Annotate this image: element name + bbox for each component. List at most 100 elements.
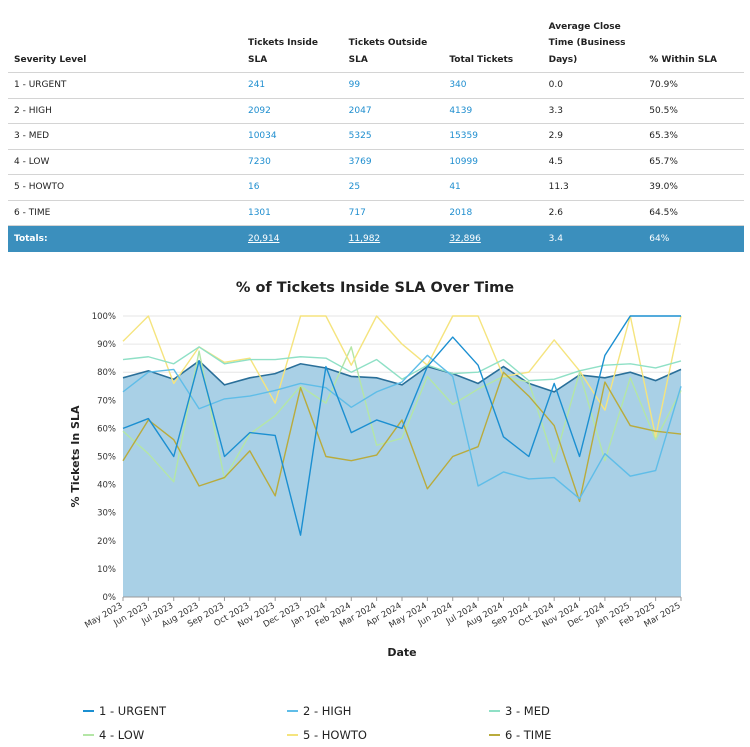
cell-total-link[interactable]: 10999 [443, 148, 543, 175]
cell-pct: 39.0% [643, 174, 744, 200]
y-tick-label: 0% [103, 593, 117, 603]
cell-outside-link[interactable]: 2047 [342, 97, 444, 124]
cell-severity: 1 - URGENT [8, 72, 242, 98]
cell-severity: 6 - TIME [8, 199, 242, 226]
legend-swatch [83, 710, 94, 712]
legend-item[interactable]: 1 - URGENT [83, 704, 166, 718]
cell-pct: 65.7% [643, 148, 744, 175]
chart-series-layer [122, 315, 682, 536]
series-line-3-med [122, 346, 682, 382]
header-avg-close-time: Average Close Time (Business Days) [548, 21, 626, 65]
cell-outside-link[interactable]: 99 [342, 72, 444, 98]
legend-swatch [287, 734, 298, 736]
totals-avg-close: 3.4 [542, 225, 644, 252]
y-tick-label: 90% [97, 340, 116, 350]
chart-area-layer [122, 359, 682, 597]
legend-label: 6 - TIME [505, 728, 552, 742]
cell-total-link[interactable]: 4139 [443, 97, 543, 124]
legend-item[interactable]: 6 - TIME [489, 728, 551, 742]
cell-inside-link[interactable]: 2092 [241, 97, 343, 124]
legend-swatch [287, 710, 298, 712]
cell-pct: 64.5% [643, 199, 744, 226]
cell-outside-link[interactable]: 717 [342, 199, 444, 226]
totals-pct: 64% [643, 225, 744, 252]
header-pct-within-sla: % Within SLA [649, 54, 717, 65]
sla-summary-table: Severity Level Tickets Inside SLA Ticket… [8, 8, 744, 252]
cell-avg-close: 11.3 [542, 174, 644, 200]
totals-label: Totals: [8, 225, 242, 252]
cell-severity: 5 - HOWTO [8, 174, 242, 200]
y-tick-label: 20% [97, 537, 116, 547]
header-severity: Severity Level [14, 54, 87, 65]
area-fill [123, 360, 681, 597]
series-line-1-urgent [122, 315, 681, 536]
y-tick-label: 80% [97, 368, 116, 378]
totals-inside-link[interactable]: 20,914 [241, 225, 343, 252]
cell-outside-link[interactable]: 3769 [342, 148, 444, 175]
cell-total-link[interactable]: 2018 [443, 199, 543, 226]
y-axis-label: % Tickets In SLA [69, 405, 82, 507]
cell-pct: 70.9% [643, 72, 744, 98]
totals-outside-link[interactable]: 11,982 [342, 225, 444, 252]
y-tick-label: 40% [97, 481, 116, 491]
totals-total-link[interactable]: 32,896 [443, 225, 543, 252]
y-tick-label: 10% [97, 565, 116, 575]
cell-severity: 3 - MED [8, 123, 242, 149]
x-axis-label: Date [387, 646, 416, 659]
table-row: 5 - HOWTO 16 25 41 11.3 39.0% [8, 174, 744, 200]
table-row: 4 - LOW 7230 3769 10999 4.5 65.7% [8, 148, 744, 175]
cell-severity: 4 - LOW [8, 148, 242, 175]
cell-inside-link[interactable]: 7230 [241, 148, 343, 175]
y-tick-label: 100% [92, 312, 116, 322]
cell-outside-link[interactable]: 5325 [342, 123, 444, 149]
series-line-2-high [122, 354, 682, 500]
y-tick-label: 30% [97, 509, 116, 519]
cell-inside-link[interactable]: 241 [241, 72, 343, 98]
cell-pct: 50.5% [643, 97, 744, 124]
header-total-tickets: Total Tickets [449, 54, 514, 65]
totals-row: Totals: 20,914 11,982 32,896 3.4 64% [8, 225, 744, 252]
sla-over-time-chart: % of Tickets Inside SLA Over Time 0% 10% 2… [69, 280, 683, 659]
cell-avg-close: 3.3 [542, 97, 644, 124]
cell-outside-link[interactable]: 25 [342, 174, 444, 200]
cell-inside-link[interactable]: 16 [241, 174, 343, 200]
y-tick-label: 60% [97, 424, 116, 434]
series-line-6-time [122, 371, 682, 503]
table-row: 3 - MED 10034 5325 15359 2.9 65.3% [8, 123, 744, 149]
y-tick-label: 50% [97, 453, 116, 463]
series-line-4-low [122, 346, 682, 483]
legend-label: 1 - URGENT [99, 704, 166, 718]
cell-total-link[interactable]: 41 [443, 174, 543, 200]
legend-swatch [83, 734, 94, 736]
table-row: 1 - URGENT 241 99 340 0.0 70.9% [8, 72, 744, 98]
legend-item[interactable]: 2 - HIGH [287, 704, 351, 718]
header-tickets-outside: Tickets Outside SLA [348, 38, 428, 65]
y-tick-label: 70% [97, 396, 116, 406]
cell-total-link[interactable]: 340 [443, 72, 543, 98]
table-row: 2 - HIGH 2092 2047 4139 3.3 50.5% [8, 97, 744, 124]
cell-avg-close: 2.6 [542, 199, 644, 226]
legend-item[interactable]: 3 - MED [489, 704, 550, 718]
cell-inside-link[interactable]: 10034 [241, 123, 343, 149]
legend-item[interactable]: 4 - LOW [83, 728, 144, 742]
table-header-row: Severity Level Tickets Inside SLA Ticket… [8, 8, 744, 73]
series-line-5-howto [122, 315, 682, 438]
table-row: 6 - TIME 1301 717 2018 2.6 64.5% [8, 199, 744, 226]
cell-pct: 65.3% [643, 123, 744, 149]
legend-label: 3 - MED [505, 704, 550, 718]
header-tickets-inside: Tickets Inside SLA [247, 38, 318, 65]
area-line [122, 359, 682, 393]
cell-severity: 2 - HIGH [8, 97, 242, 124]
legend-item[interactable]: 5 - HOWTO [287, 728, 367, 742]
cell-inside-link[interactable]: 1301 [241, 199, 343, 226]
legend-swatch [489, 710, 500, 712]
cell-total-link[interactable]: 15359 [443, 123, 543, 149]
legend-label: 2 - HIGH [303, 704, 352, 718]
legend-swatch [489, 734, 500, 736]
cell-avg-close: 2.9 [542, 123, 644, 149]
legend-label: 5 - HOWTO [303, 728, 367, 742]
cell-avg-close: 4.5 [542, 148, 644, 175]
legend-label: 4 - LOW [99, 728, 145, 742]
cell-avg-close: 0.0 [542, 72, 644, 98]
chart-title: % of Tickets Inside SLA Over Time [236, 280, 514, 296]
